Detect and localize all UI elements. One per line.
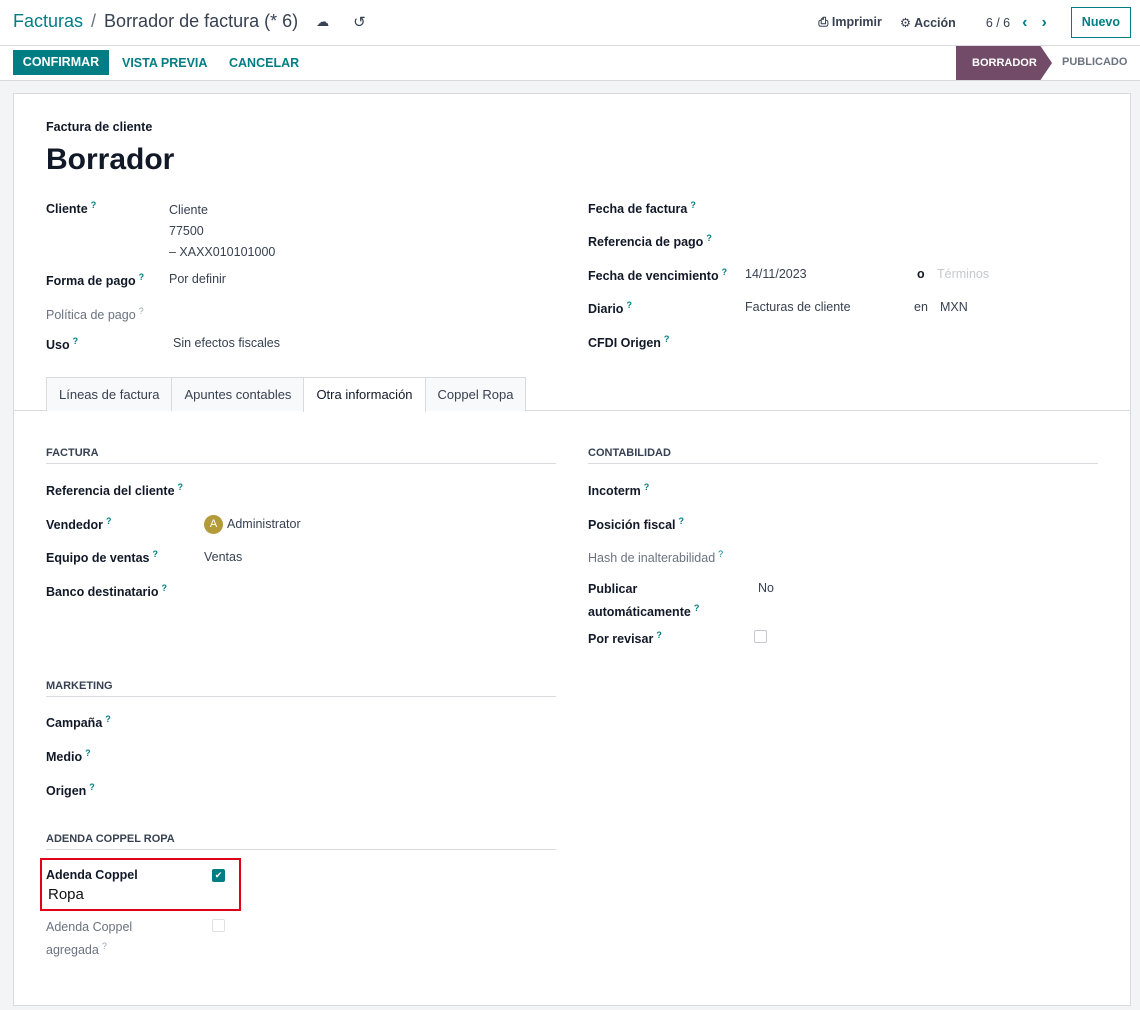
breadcrumb-current: Borrador de factura (* 6) bbox=[104, 11, 299, 31]
confirm-button[interactable]: CONFIRMAR bbox=[13, 50, 109, 75]
pager-next-icon[interactable]: › bbox=[1041, 13, 1047, 31]
tab-otra-informacion[interactable]: Otra información bbox=[303, 377, 426, 412]
vendedor-avatar: A bbox=[204, 515, 223, 534]
origen-label: Origen? bbox=[46, 782, 95, 799]
breadcrumb-facturas[interactable]: Facturas bbox=[13, 11, 84, 31]
moneda-field[interactable]: MXN bbox=[940, 300, 968, 314]
por-revisar-label: Por revisar? bbox=[588, 630, 662, 647]
terminos-field[interactable]: Términos bbox=[937, 267, 990, 281]
section-marketing: MARKETING bbox=[46, 680, 556, 697]
en-label: en bbox=[914, 300, 928, 314]
campana-label: Campaña? bbox=[46, 714, 111, 731]
adenda-agregada-label: Adenda Coppel agregada? bbox=[46, 920, 133, 958]
forma-pago-field[interactable]: Por definir bbox=[169, 272, 226, 286]
highlight-box bbox=[40, 858, 241, 911]
gear-icon: ⚙ bbox=[899, 16, 912, 30]
adenda-agregada-checkbox[interactable] bbox=[212, 919, 225, 932]
tabs-divider bbox=[14, 410, 1130, 411]
por-revisar-checkbox[interactable] bbox=[754, 630, 767, 643]
tab-coppel-ropa[interactable]: Coppel Ropa bbox=[424, 377, 527, 411]
invoice-type: Factura de cliente bbox=[46, 120, 153, 134]
incoterm-label: Incoterm? bbox=[588, 482, 650, 499]
vendedor-label: Vendedor? bbox=[46, 516, 112, 533]
cliente-rfc: – XAXX010101000 bbox=[169, 245, 276, 259]
print-label: Imprimir bbox=[831, 15, 882, 29]
politica-pago-label: Política de pago? bbox=[46, 306, 144, 323]
ref-pago-label: Referencia de pago? bbox=[588, 233, 712, 250]
diario-label: Diario? bbox=[588, 300, 632, 317]
tab-lineas-factura[interactable]: Líneas de factura bbox=[46, 377, 173, 411]
status-publicado[interactable]: PUBLICADO bbox=[1062, 56, 1128, 68]
action-bar: CONFIRMAR VISTA PREVIA CANCELAR BORRADOR… bbox=[0, 46, 1140, 81]
ref-cliente-label: Referencia del cliente? bbox=[46, 482, 184, 499]
adenda-coppel-label: Adenda Coppel bbox=[46, 868, 138, 882]
posicion-fiscal-label: Posición fiscal? bbox=[588, 516, 685, 533]
new-button[interactable]: Nuevo bbox=[1070, 7, 1131, 38]
save-cloud-icon[interactable]: ☁ bbox=[316, 13, 330, 29]
pager-prev-icon[interactable]: ‹ bbox=[1022, 13, 1028, 31]
cliente-zip: 77500 bbox=[169, 224, 204, 238]
fecha-factura-label: Fecha de factura? bbox=[588, 200, 696, 217]
pager-value[interactable]: 6 / 6 bbox=[985, 15, 1011, 30]
discard-undo-icon[interactable]: ↺ bbox=[353, 13, 366, 31]
printer-icon: ⎙ bbox=[818, 15, 829, 29]
uso-label: Uso? bbox=[46, 336, 79, 353]
invoice-title: Borrador bbox=[46, 143, 175, 176]
preview-button[interactable]: VISTA PREVIA bbox=[122, 56, 208, 70]
header-right: ⎙ Imprimir ⚙ Acción 6 / 6 ‹ › Nuevo bbox=[818, 7, 1131, 38]
status-borrador[interactable]: BORRADOR bbox=[956, 46, 1052, 80]
uso-field[interactable]: Sin efectos fiscales bbox=[173, 336, 280, 350]
diario-field[interactable]: Facturas de cliente bbox=[745, 300, 851, 314]
tab-apuntes-contables[interactable]: Apuntes contables bbox=[171, 377, 305, 411]
equipo-ventas-field[interactable]: Ventas bbox=[204, 550, 243, 564]
banco-label: Banco destinatario? bbox=[46, 583, 168, 600]
equipo-ventas-label: Equipo de ventas? bbox=[46, 549, 158, 566]
medio-label: Medio? bbox=[46, 748, 91, 765]
publicar-field[interactable]: No bbox=[758, 581, 774, 595]
adenda-coppel-checkbox[interactable]: ✔ bbox=[212, 869, 225, 882]
control-panel: Facturas / Borrador de factura (* 6) ☁ ↺… bbox=[0, 0, 1140, 46]
cliente-field[interactable]: Cliente 77500 – XAXX010101000 bbox=[169, 200, 275, 263]
vencimiento-field[interactable]: 14/11/2023 bbox=[745, 267, 807, 281]
publicar-label: Publicar automáticamente? bbox=[588, 582, 700, 620]
breadcrumb-separator: / bbox=[91, 11, 97, 31]
forma-pago-label: Forma de pago? bbox=[46, 272, 145, 289]
cfdi-origen-label: CFDI Origen? bbox=[588, 334, 670, 351]
vendedor-field[interactable]: Administrator bbox=[227, 517, 301, 531]
invoice-form bbox=[13, 93, 1131, 1006]
vencimiento-label: Fecha de vencimiento? bbox=[588, 267, 728, 284]
action-label: Acción bbox=[914, 16, 956, 30]
print-button[interactable]: ⎙ Imprimir bbox=[818, 15, 882, 30]
o-label: o bbox=[917, 267, 925, 281]
notebook-tabs: Líneas de factura Apuntes contables Otra… bbox=[46, 377, 527, 412]
cliente-name: Cliente bbox=[169, 203, 208, 217]
cliente-label: Cliente? bbox=[46, 200, 97, 217]
section-contabilidad: CONTABILIDAD bbox=[588, 447, 1098, 464]
section-factura: FACTURA bbox=[46, 447, 556, 464]
action-button[interactable]: ⚙ Acción bbox=[900, 15, 956, 30]
cancel-button[interactable]: CANCELAR bbox=[229, 56, 300, 70]
hash-label: Hash de inalterabilidad? bbox=[588, 549, 724, 566]
adenda-coppel-label-ropa: Ropa bbox=[48, 886, 84, 903]
breadcrumb: Facturas / Borrador de factura (* 6) ☁ ↺ bbox=[13, 11, 366, 32]
section-adenda: ADENDA COPPEL ROPA bbox=[46, 833, 556, 850]
